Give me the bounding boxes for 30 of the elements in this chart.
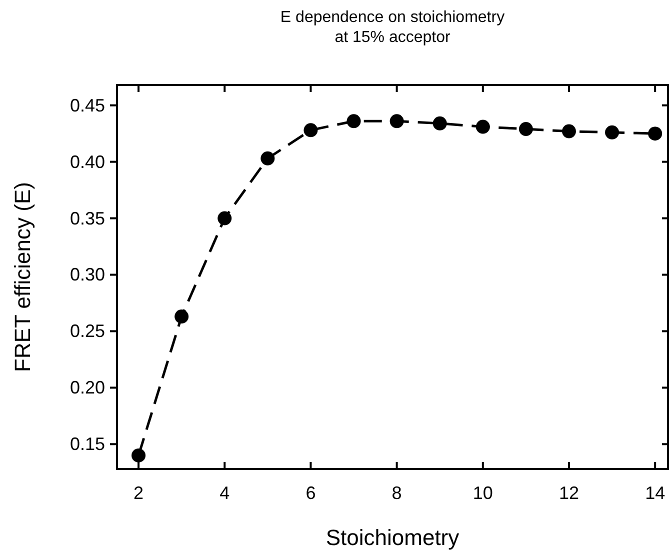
x-tick-label: 6 [306, 483, 316, 503]
y-tick-label: 0.20 [70, 378, 105, 398]
point [174, 310, 189, 324]
chart-title: E dependence on stoichiometry at 15% acceptor [280, 9, 505, 46]
point [432, 116, 447, 130]
point [218, 211, 232, 226]
point [346, 114, 361, 128]
y-tick-label: 0.40 [70, 152, 105, 172]
y-axis-title: FRET efficiency (E) [10, 182, 35, 372]
x-tick-label: 12 [558, 483, 580, 503]
x-tick-label: 4 [220, 483, 230, 503]
x-tick-label: 14 [645, 483, 666, 503]
point [648, 126, 662, 141]
y-tick-label: 0.25 [70, 321, 105, 342]
x-tick-label: 8 [392, 483, 402, 503]
point [518, 122, 533, 136]
y-tick-label: 0.30 [70, 264, 105, 285]
point [562, 124, 576, 138]
y-tick-label: 0.35 [70, 208, 105, 228]
x-axis-title: Stoichiometry [326, 525, 460, 550]
x-tick-label: 2 [134, 483, 144, 503]
point [132, 448, 146, 462]
point [476, 120, 490, 134]
y-tick-label: 0.15 [70, 434, 105, 454]
x-tick-label: 10 [472, 483, 493, 503]
point [304, 123, 318, 138]
y-tick-label: 0.45 [70, 95, 105, 116]
point [260, 151, 275, 166]
point [390, 114, 404, 128]
point [605, 125, 620, 140]
